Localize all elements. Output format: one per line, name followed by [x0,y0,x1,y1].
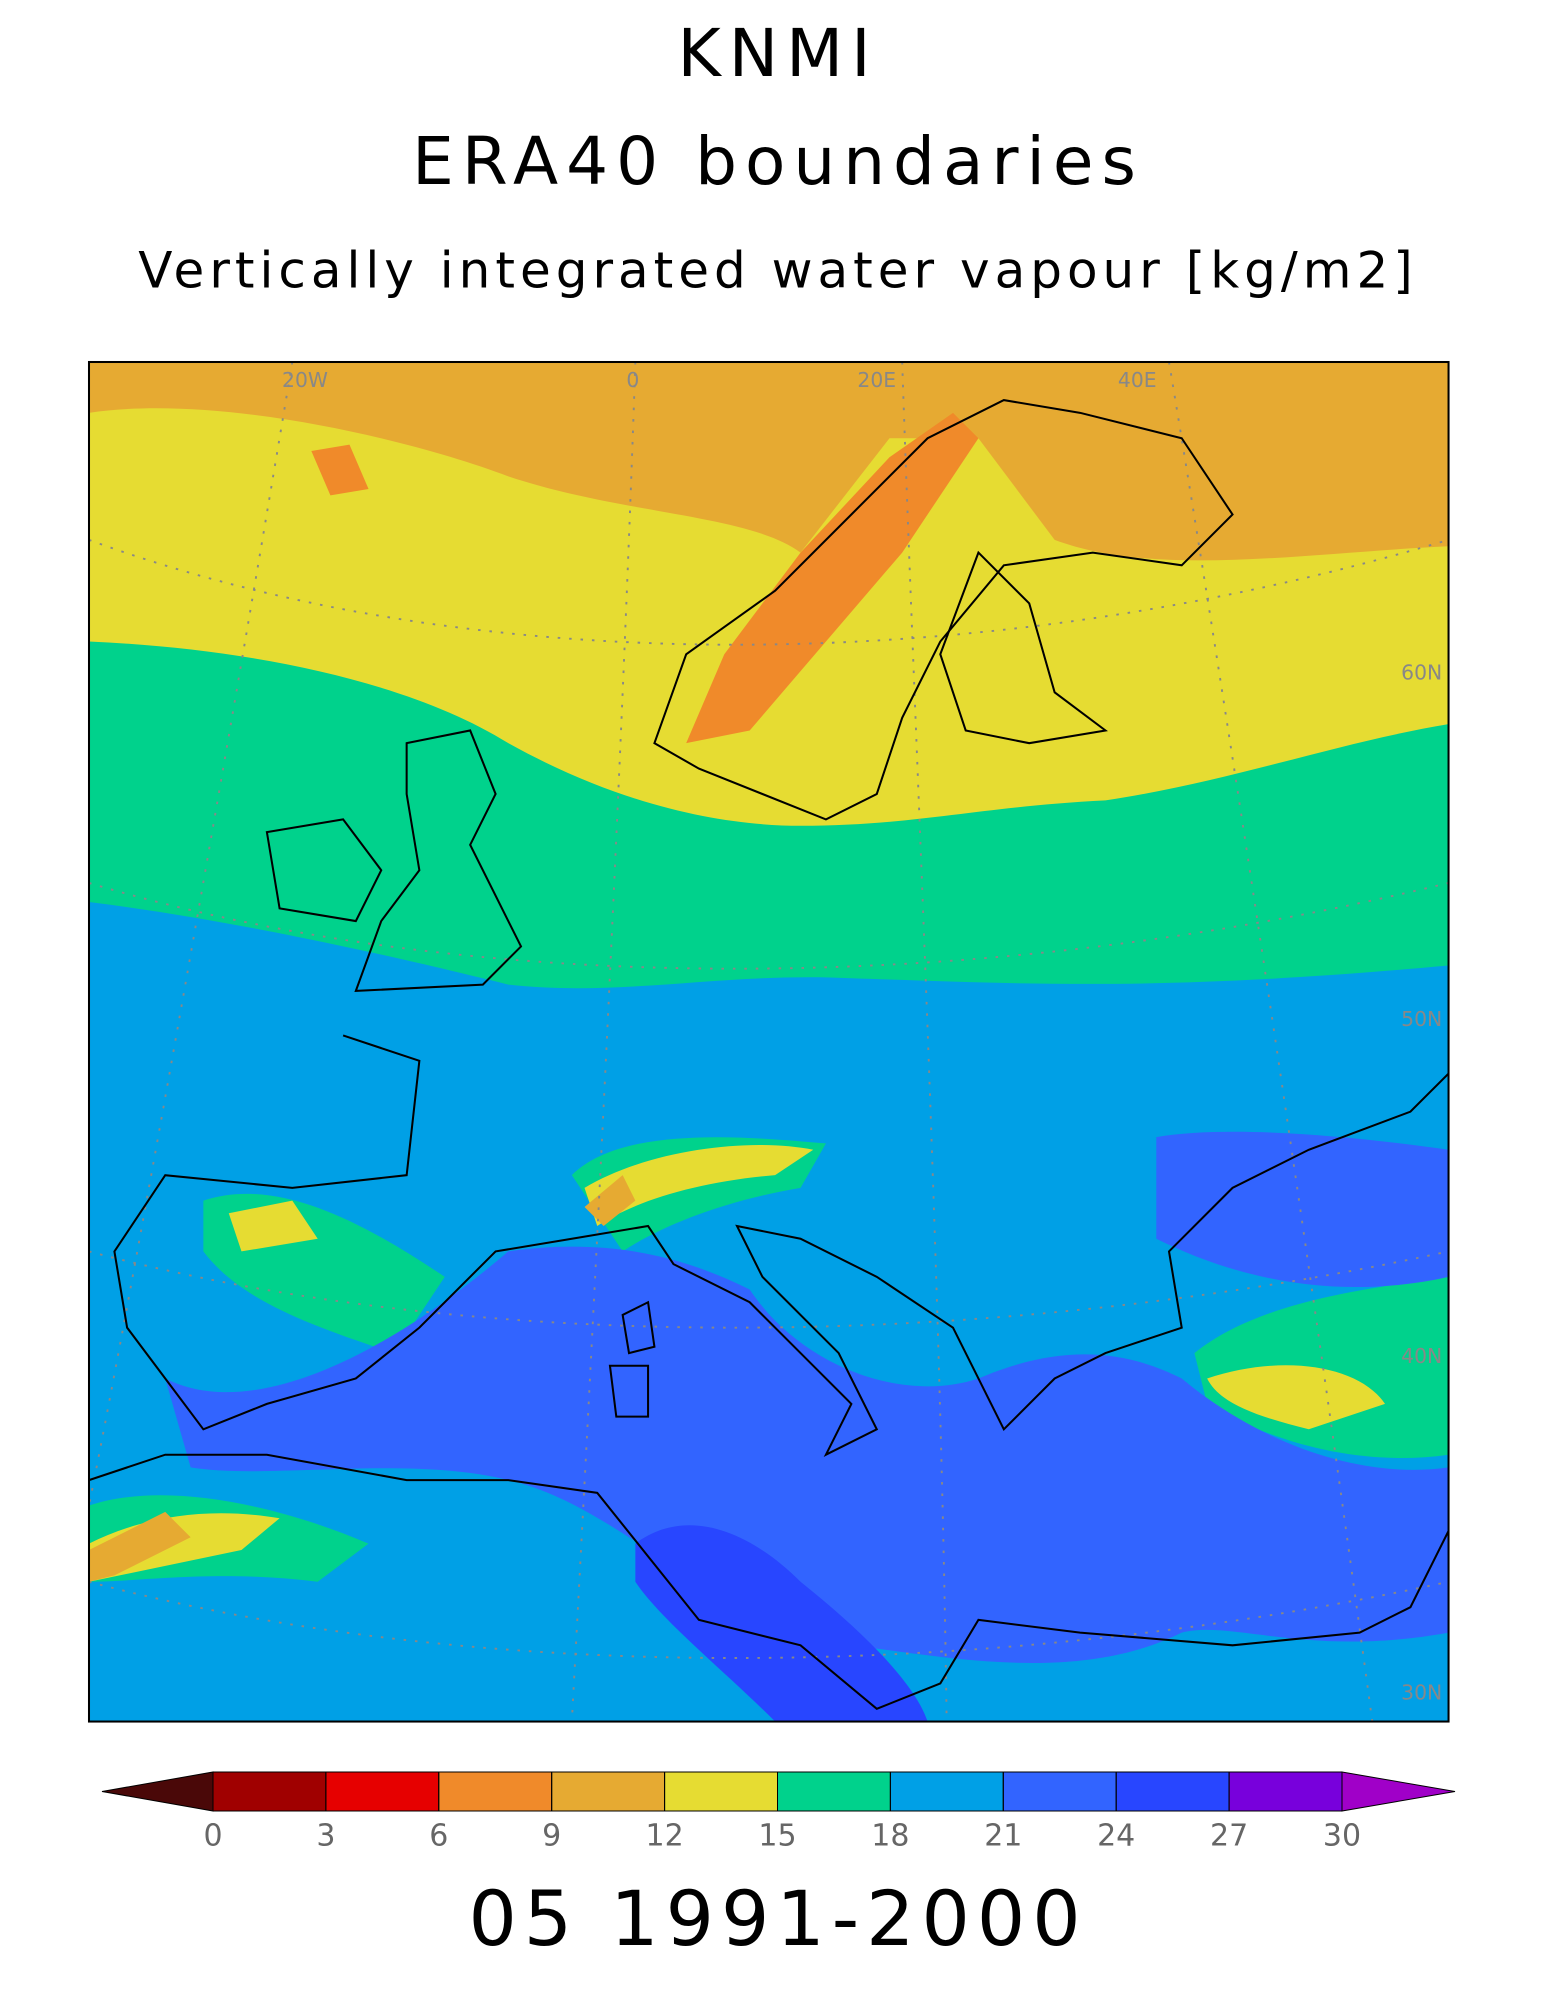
map-frame [87,360,1450,1723]
colorbar-box [551,1771,666,1812]
colorbar-box [1002,1771,1117,1812]
colorbar-tick-label: 21 [984,1819,1022,1854]
colorbar: 0 3 6 9 12 15 18 21 24 27 30 [101,1771,1456,1854]
colorbar-tick-label: 24 [1097,1819,1135,1854]
colorbar-tick-label: 12 [646,1819,684,1854]
colorbar-over-arrow [1341,1771,1456,1812]
colorbar-box [1228,1771,1343,1812]
title: KNMI [677,15,878,92]
colorbar-under-arrow [101,1771,214,1812]
colorbar-box [212,1771,327,1812]
variable-label: Vertically integrated water vapour [kg/m… [138,242,1418,300]
footer: 05 1991-2000 [468,1874,1087,1963]
field-region [165,1131,1449,1663]
colorbar-box [438,1771,553,1812]
lon-label: 0 [626,368,639,392]
lon-label: 20W [282,368,328,392]
colorbar-tick-label: 0 [203,1819,222,1854]
colorbar-tick-label: 9 [542,1819,561,1854]
field-region [89,1145,1386,1582]
colorbar-box [325,1771,440,1812]
field [89,362,1449,1722]
lat-label: 60N [1401,660,1442,684]
colorbar-tick-label: 18 [871,1819,909,1854]
colorbar-tick-label: 27 [1210,1819,1248,1854]
lat-label: 30N [1401,1681,1442,1705]
lat-label: 50N [1401,1007,1442,1031]
colorbar-tick-label: 6 [429,1819,448,1854]
field-region [635,1525,928,1722]
colorbar-box [1115,1771,1230,1812]
map: 20W 0 20E 40E 60N 50N 40N 30N [87,360,1450,1723]
colorbar-tick-label: 3 [316,1819,335,1854]
field-region [89,1175,636,1582]
colorbar-box [777,1771,891,1812]
colorbar-box [664,1771,778,1812]
subtitle: ERA40 boundaries [412,123,1144,200]
graticule [88,361,1449,1722]
colorbar-tick-label: 30 [1323,1819,1361,1854]
lon-label: 40E [1118,368,1157,392]
colorbar-box [889,1771,1004,1812]
field-region [311,412,979,744]
colorbar-tick-label: 15 [758,1819,796,1854]
lon-label: 20E [857,368,896,392]
coastlines [88,399,1450,1711]
lat-label: 40N [1401,1344,1442,1368]
